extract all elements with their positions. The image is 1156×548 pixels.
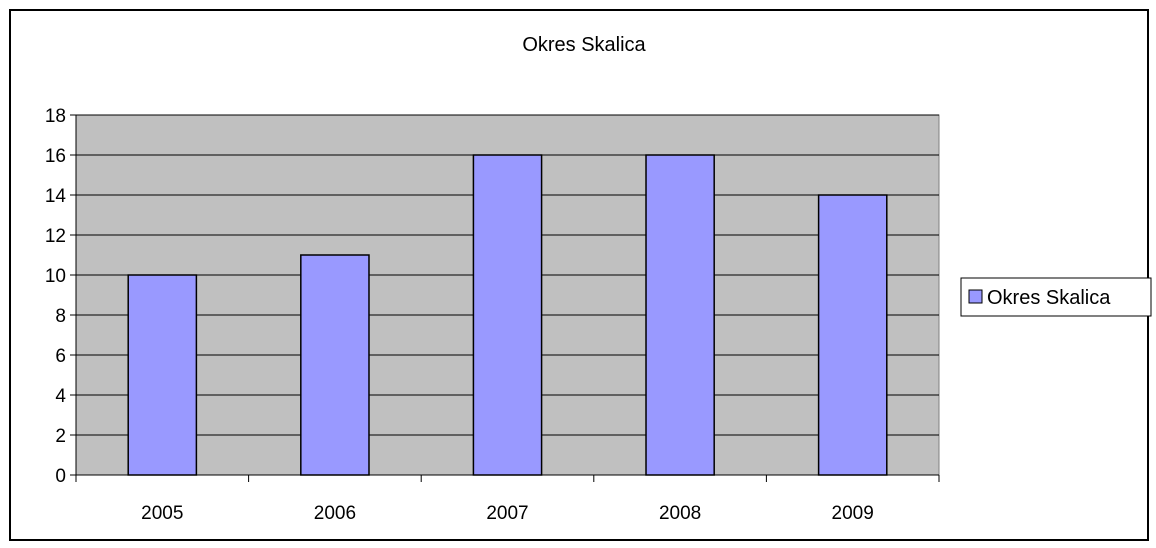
x-tick-label: 2008 — [659, 503, 701, 524]
x-tick-labels: 2005 2006 2007 2008 2009 — [141, 503, 874, 524]
y-tick-label: 0 — [55, 466, 66, 487]
chart-title: Okres Skalica — [522, 34, 646, 56]
y-tick-labels: 0 2 4 6 8 10 12 14 16 18 — [45, 106, 67, 487]
x-tick-label: 2009 — [832, 503, 874, 524]
y-tick-label: 4 — [55, 386, 66, 407]
bars — [127, 154, 888, 476]
bar-2009 — [817, 194, 888, 476]
y-tick-label: 2 — [55, 426, 66, 447]
bar-2007 — [472, 154, 543, 476]
y-tick-label: 6 — [55, 346, 66, 367]
y-tick-label: 14 — [45, 186, 67, 207]
legend: Okres Skalica — [960, 277, 1152, 317]
x-tick-label: 2005 — [141, 503, 183, 524]
y-tick-label: 18 — [45, 106, 66, 127]
bar-2008 — [645, 154, 715, 476]
legend-swatch — [968, 289, 983, 304]
bar-2006 — [300, 254, 370, 476]
bar-2005 — [127, 274, 198, 476]
legend-label: Okres Skalica — [987, 287, 1111, 309]
y-tick-label: 16 — [45, 146, 66, 167]
y-tick-label: 12 — [45, 226, 66, 247]
y-tick-label: 8 — [55, 306, 66, 327]
axes — [70, 114, 940, 482]
y-tick-label: 10 — [45, 266, 66, 287]
x-tick-label: 2007 — [486, 503, 528, 524]
x-tick-label: 2006 — [314, 503, 356, 524]
legend-box — [960, 277, 1152, 317]
